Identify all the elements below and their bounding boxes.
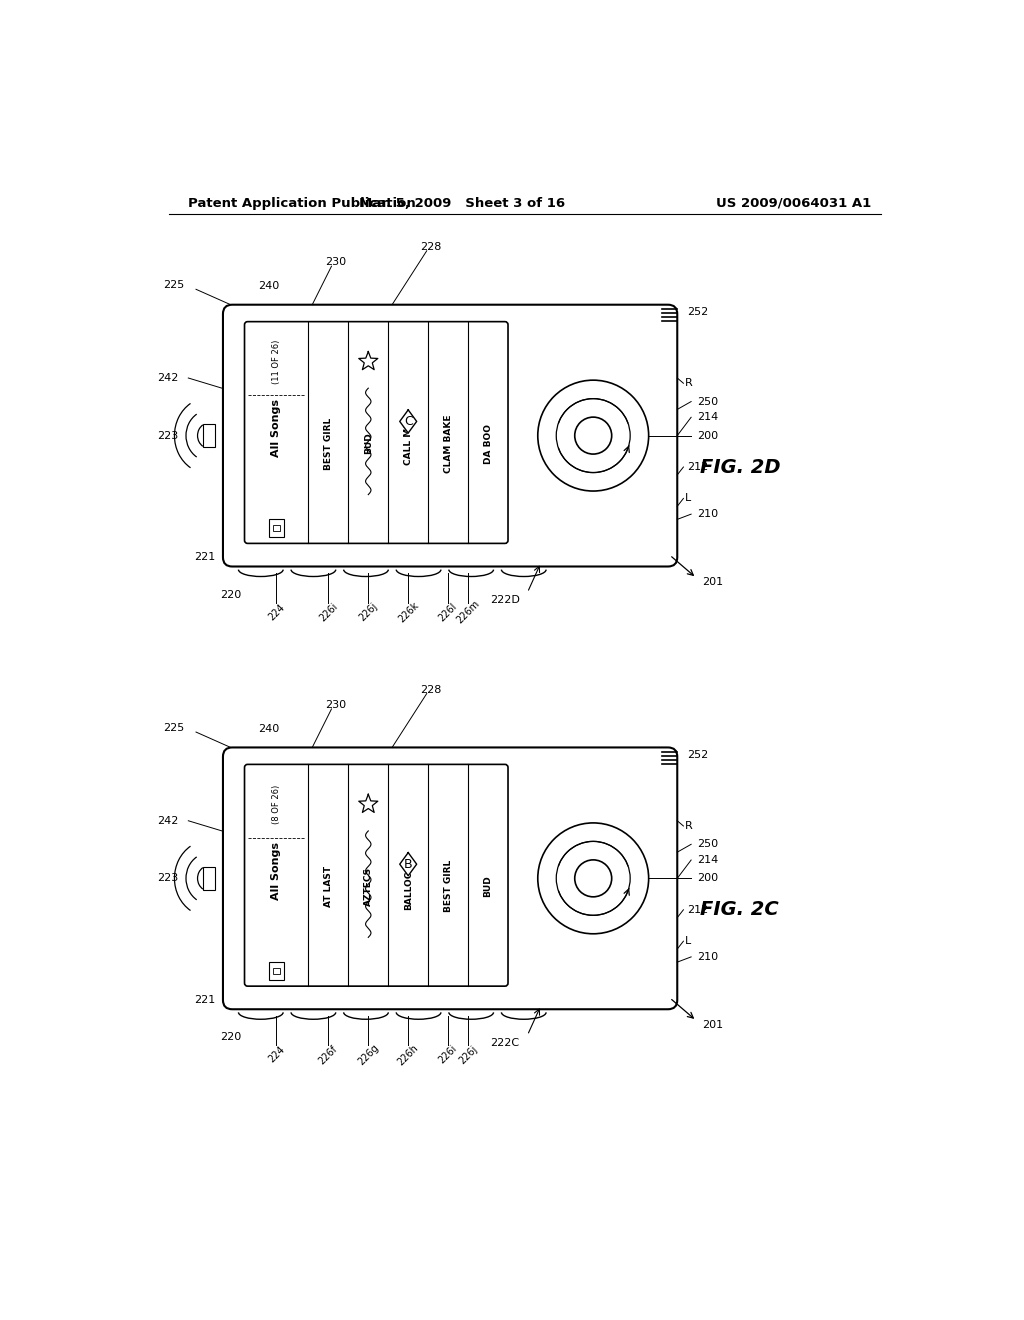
Text: 212: 212 bbox=[687, 904, 709, 915]
Text: L: L bbox=[685, 936, 691, 946]
Text: 225: 225 bbox=[163, 723, 184, 733]
Text: 223: 223 bbox=[157, 430, 178, 441]
Text: 224: 224 bbox=[266, 1044, 287, 1065]
Text: 226m: 226m bbox=[455, 598, 481, 626]
Text: 250: 250 bbox=[697, 840, 719, 849]
Bar bbox=[203, 867, 215, 890]
Text: 221: 221 bbox=[194, 995, 215, 1005]
Bar bbox=[273, 525, 280, 531]
Text: 210: 210 bbox=[697, 510, 719, 519]
Text: 226g: 226g bbox=[356, 1043, 381, 1067]
Bar bbox=[203, 424, 215, 447]
Text: CLAM BAKE: CLAM BAKE bbox=[443, 414, 453, 473]
Text: 214: 214 bbox=[697, 855, 719, 865]
Text: 252: 252 bbox=[687, 750, 709, 760]
Text: 224: 224 bbox=[266, 602, 287, 622]
Text: 226i: 226i bbox=[317, 601, 339, 623]
Text: All Songs: All Songs bbox=[271, 399, 282, 457]
Text: (8 OF 26): (8 OF 26) bbox=[272, 784, 281, 824]
FancyBboxPatch shape bbox=[245, 322, 508, 544]
Polygon shape bbox=[399, 853, 417, 875]
Text: B: B bbox=[403, 858, 413, 871]
Text: 226k: 226k bbox=[396, 599, 420, 624]
Text: 201: 201 bbox=[701, 577, 723, 587]
Text: AT LAST: AT LAST bbox=[324, 866, 333, 907]
Text: 252: 252 bbox=[687, 308, 709, 317]
Text: 242: 242 bbox=[157, 374, 178, 383]
Text: BEST GIRL: BEST GIRL bbox=[324, 417, 333, 470]
FancyBboxPatch shape bbox=[245, 764, 508, 986]
Text: 226i: 226i bbox=[437, 1044, 459, 1065]
Text: 228: 228 bbox=[420, 685, 441, 694]
Text: BUD: BUD bbox=[483, 875, 493, 898]
Bar bbox=[268, 519, 284, 537]
Text: R: R bbox=[685, 821, 692, 832]
Text: FIG. 2C: FIG. 2C bbox=[700, 900, 779, 919]
Text: CALL ME: CALL ME bbox=[403, 422, 413, 465]
Text: 200: 200 bbox=[697, 430, 719, 441]
Text: US 2009/0064031 A1: US 2009/0064031 A1 bbox=[716, 197, 871, 210]
Text: 230: 230 bbox=[325, 257, 346, 268]
Text: 200: 200 bbox=[697, 874, 719, 883]
Text: 240: 240 bbox=[258, 281, 280, 290]
Polygon shape bbox=[399, 411, 417, 433]
Text: 230: 230 bbox=[325, 700, 346, 710]
Text: L: L bbox=[685, 494, 691, 503]
Text: 223: 223 bbox=[157, 874, 178, 883]
Text: 226h: 226h bbox=[396, 1043, 421, 1067]
Text: 240: 240 bbox=[258, 723, 280, 734]
Text: 226j: 226j bbox=[357, 601, 379, 623]
Text: 212: 212 bbox=[687, 462, 709, 473]
Text: 210: 210 bbox=[697, 952, 719, 962]
Text: FIG. 2D: FIG. 2D bbox=[700, 458, 781, 477]
Text: 214: 214 bbox=[697, 412, 719, 422]
Text: 226l: 226l bbox=[437, 601, 459, 623]
Text: 250: 250 bbox=[697, 396, 719, 407]
Text: 220: 220 bbox=[220, 1032, 242, 1043]
Text: 201: 201 bbox=[701, 1019, 723, 1030]
Text: (11 OF 26): (11 OF 26) bbox=[272, 339, 281, 384]
Text: 228: 228 bbox=[420, 242, 441, 252]
Bar bbox=[268, 961, 284, 979]
Text: 221: 221 bbox=[194, 552, 215, 562]
Text: 242: 242 bbox=[157, 816, 178, 826]
Text: DA BOO: DA BOO bbox=[483, 424, 493, 463]
Text: 225: 225 bbox=[163, 280, 184, 290]
Text: BALLOON: BALLOON bbox=[403, 862, 413, 911]
Text: All Songs: All Songs bbox=[271, 842, 282, 900]
Text: BUD: BUD bbox=[364, 433, 373, 454]
Text: C: C bbox=[403, 414, 413, 428]
FancyBboxPatch shape bbox=[223, 305, 677, 566]
Text: AZTECS: AZTECS bbox=[364, 867, 373, 906]
FancyBboxPatch shape bbox=[223, 747, 677, 1010]
Text: Mar. 5, 2009   Sheet 3 of 16: Mar. 5, 2009 Sheet 3 of 16 bbox=[358, 197, 564, 210]
Text: 222C: 222C bbox=[490, 1038, 519, 1048]
Text: Patent Application Publication: Patent Application Publication bbox=[188, 197, 416, 210]
Bar bbox=[273, 968, 280, 974]
Text: BEST GIRL: BEST GIRL bbox=[443, 861, 453, 912]
Text: R: R bbox=[685, 379, 692, 388]
Text: 226f: 226f bbox=[317, 1043, 340, 1067]
Text: 220: 220 bbox=[220, 590, 242, 599]
Text: 222D: 222D bbox=[489, 595, 519, 606]
Text: 226j: 226j bbox=[457, 1044, 479, 1065]
